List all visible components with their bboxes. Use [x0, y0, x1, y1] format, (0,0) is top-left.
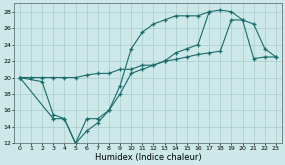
X-axis label: Humidex (Indice chaleur): Humidex (Indice chaleur) — [95, 152, 201, 162]
